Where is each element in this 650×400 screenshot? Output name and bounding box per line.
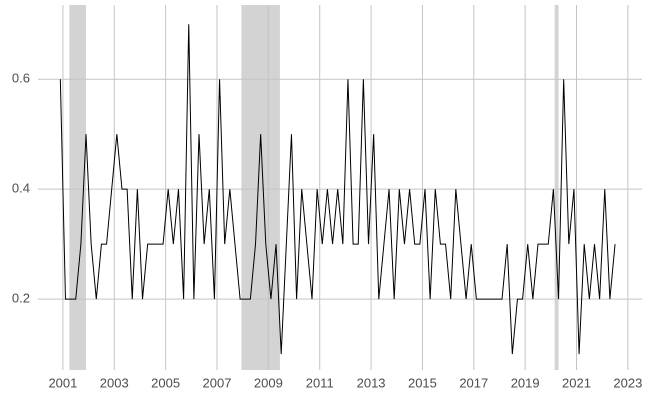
x-tick-label: 2007 (203, 375, 232, 390)
x-tick-label: 2009 (254, 375, 283, 390)
y-tick-label: 0.4 (12, 181, 30, 196)
x-tick-label: 2013 (357, 375, 386, 390)
x-tick-label: 2019 (511, 375, 540, 390)
x-tick-label: 2023 (613, 375, 642, 390)
x-tick-label: 2005 (151, 375, 180, 390)
x-tick-label: 2021 (562, 375, 591, 390)
x-tick-label: 2017 (459, 375, 488, 390)
x-tick-label: 2003 (100, 375, 129, 390)
data-line (59, 24, 616, 355)
x-tick-label: 2001 (48, 375, 77, 390)
x-tick-label: 2015 (408, 375, 437, 390)
y-tick-label: 0.2 (12, 291, 30, 306)
recession-band (554, 5, 559, 370)
recession-band (241, 5, 280, 370)
x-tick-label: 2011 (306, 375, 334, 390)
y-tick-label: 0.6 (12, 71, 30, 86)
recession-band (69, 5, 87, 370)
